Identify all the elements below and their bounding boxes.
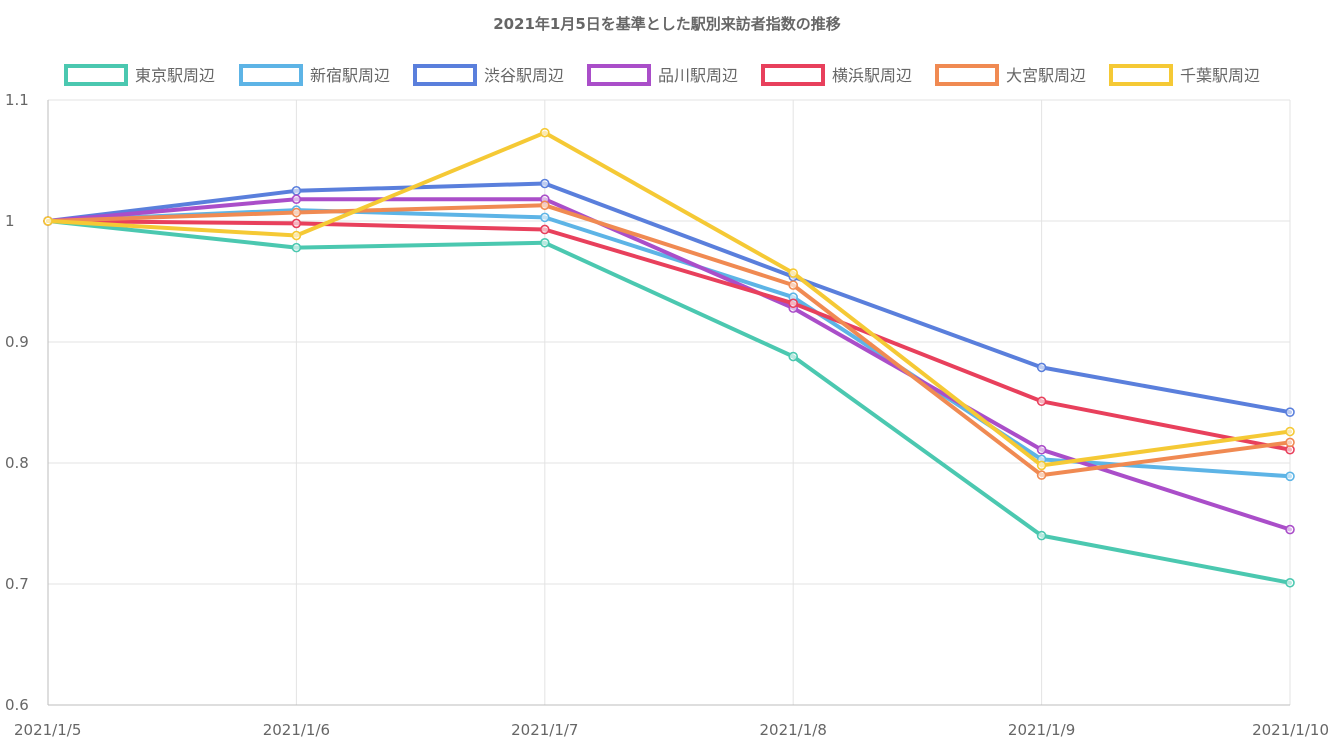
series-group bbox=[43, 216, 1295, 588]
y-tick-label: 0.6 bbox=[5, 696, 29, 714]
legend-label: 横浜駅周辺 bbox=[832, 66, 912, 85]
legend-label: 千葉駅周辺 bbox=[1180, 66, 1260, 85]
legend-label: 品川駅周辺 bbox=[658, 66, 738, 85]
legend-item[interactable]: 横浜駅周辺 bbox=[761, 64, 912, 86]
x-tick-label: 2021/1/9 bbox=[1008, 721, 1075, 739]
data-point[interactable] bbox=[788, 268, 799, 278]
y-tick-label: 0.7 bbox=[5, 575, 29, 593]
series-line bbox=[46, 181, 1292, 415]
y-tick-label: 1.1 bbox=[5, 91, 29, 109]
data-point[interactable] bbox=[291, 185, 302, 196]
legend-swatch bbox=[935, 64, 999, 86]
series-group bbox=[43, 127, 1295, 471]
series-line bbox=[46, 197, 1292, 532]
data-point[interactable] bbox=[1285, 577, 1295, 588]
data-point[interactable] bbox=[539, 178, 550, 189]
legend-swatch bbox=[64, 64, 128, 86]
data-point[interactable] bbox=[539, 127, 550, 138]
series-group bbox=[43, 200, 1295, 480]
data-point[interactable] bbox=[1036, 530, 1047, 541]
legend-item[interactable]: 渋谷駅周辺 bbox=[413, 64, 564, 86]
legend-swatch bbox=[761, 64, 825, 86]
data-point[interactable] bbox=[1036, 444, 1047, 455]
x-axis-ticks: 2021/1/5 2021/1/6 2021/1/7 2021/1/8 2021/1/9… bbox=[14, 721, 1329, 739]
legend: 東京駅周辺 新宿駅周辺 渋谷駅周辺 品川駅周辺 横浜駅周辺 大宮駅周辺 千葉駅周辺 bbox=[64, 64, 1260, 86]
data-point[interactable] bbox=[539, 237, 550, 248]
data-point[interactable] bbox=[1036, 362, 1047, 373]
legend-label: 大宮駅周辺 bbox=[1006, 66, 1086, 85]
legend-item[interactable]: 大宮駅周辺 bbox=[935, 64, 1086, 86]
data-point[interactable] bbox=[1285, 426, 1295, 437]
data-point[interactable] bbox=[1036, 460, 1047, 471]
data-point[interactable] bbox=[291, 207, 302, 218]
data-point[interactable] bbox=[788, 298, 799, 309]
series-line bbox=[46, 208, 1292, 479]
data-point[interactable] bbox=[291, 230, 302, 241]
x-tick-label: 2021/1/5 bbox=[14, 721, 81, 739]
data-point[interactable] bbox=[1285, 407, 1295, 417]
y-axis-ticks: 0.6 0.7 0.8 0.9 1 1.1 bbox=[5, 91, 29, 714]
data-point[interactable] bbox=[1285, 471, 1295, 482]
data-point[interactable] bbox=[291, 242, 302, 253]
legend-swatch bbox=[1109, 64, 1173, 86]
data-point[interactable] bbox=[539, 212, 550, 223]
x-tick-label: 2021/1/10 bbox=[1252, 721, 1329, 739]
series-line bbox=[46, 130, 1292, 468]
legend-label: 渋谷駅周辺 bbox=[484, 66, 564, 85]
x-tick-label: 2021/1/8 bbox=[760, 721, 827, 739]
data-point[interactable] bbox=[539, 224, 550, 235]
series-line bbox=[46, 219, 1292, 585]
legend-swatch bbox=[413, 64, 477, 86]
data-point[interactable] bbox=[291, 194, 302, 205]
data-point[interactable] bbox=[43, 216, 53, 226]
legend-swatch bbox=[587, 64, 651, 86]
data-point[interactable] bbox=[1285, 524, 1295, 535]
legend-label: 東京駅周辺 bbox=[135, 66, 215, 85]
legend-item[interactable]: 東京駅周辺 bbox=[64, 64, 215, 86]
grid bbox=[47, 99, 1291, 706]
data-point[interactable] bbox=[788, 280, 799, 290]
x-tick-label: 2021/1/7 bbox=[511, 721, 578, 739]
legend-item[interactable]: 千葉駅周辺 bbox=[1109, 64, 1260, 86]
chart-title: 2021年1月5日を基準とした駅別来訪者指数の推移 bbox=[493, 15, 841, 33]
data-point[interactable] bbox=[291, 218, 302, 229]
legend-label: 新宿駅周辺 bbox=[310, 66, 390, 85]
data-point[interactable] bbox=[1285, 437, 1295, 448]
data-point[interactable] bbox=[1036, 470, 1047, 480]
legend-item[interactable]: 新宿駅周辺 bbox=[239, 64, 390, 86]
legend-swatch bbox=[239, 64, 303, 86]
series-line bbox=[46, 219, 1292, 452]
legend-item[interactable]: 品川駅周辺 bbox=[587, 64, 738, 86]
data-point[interactable] bbox=[788, 351, 799, 362]
y-tick-label: 0.9 bbox=[5, 333, 29, 351]
data-point[interactable] bbox=[1036, 396, 1047, 407]
data-point[interactable] bbox=[539, 200, 550, 211]
x-tick-label: 2021/1/6 bbox=[263, 721, 330, 739]
series-layer bbox=[43, 127, 1295, 588]
y-tick-label: 0.8 bbox=[5, 454, 29, 472]
y-tick-label: 1 bbox=[5, 212, 15, 230]
series-line bbox=[46, 203, 1292, 478]
